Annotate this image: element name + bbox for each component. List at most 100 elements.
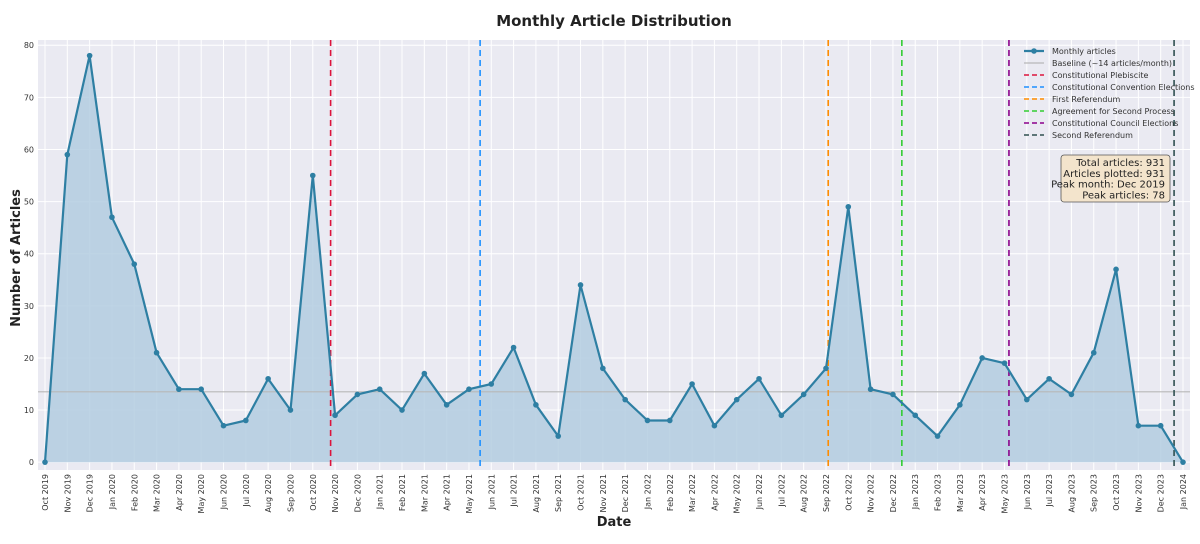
x-tick-label: Apr 2023 [978,474,987,511]
x-tick-label: Apr 2021 [443,474,452,511]
stats-line: Articles plotted: 931 [1063,169,1165,180]
data-point [823,365,829,372]
data-point [421,370,428,377]
x-tick-label: May 2022 [733,474,742,513]
data-point [287,407,294,413]
data-point [1157,422,1164,429]
data-point [176,386,182,393]
x-tick-label: Oct 2022 [844,474,853,511]
data-point [220,422,227,429]
data-point [376,386,383,393]
data-point [153,349,160,356]
legend-item: Constitutional Convention Elections [1024,83,1195,92]
x-tick-label: Aug 2022 [800,474,809,513]
legend-label: Second Referendum [1052,131,1133,140]
data-point [600,365,606,372]
data-point [466,386,472,393]
y-tick-label: 0 [29,458,34,467]
legend-item: First Referendum [1024,95,1120,104]
x-tick-label: Nov 2023 [1134,474,1143,513]
legend-item: Baseline (~14 articles/month) [1024,59,1172,68]
stats-line: Total articles: 931 [1075,158,1165,169]
data-point [1090,349,1097,356]
stats-line: Peak articles: 78 [1082,190,1165,201]
data-point [957,402,963,408]
x-tick-label: Feb 2021 [398,474,407,511]
x-tick-label: Jun 2021 [487,474,496,510]
x-tick-label: Aug 2020 [264,474,273,513]
data-point [1024,396,1030,403]
data-point [912,412,919,419]
data-point [890,391,896,398]
x-tick-label: Jan 2023 [911,474,920,510]
data-point [733,396,740,403]
y-axis-label: Number of Articles [9,189,24,327]
x-tick-label: Dec 2021 [621,474,630,512]
y-tick-label: 80 [24,41,34,50]
x-tick-label: Oct 2019 [41,474,50,511]
x-tick-label: Jan 2021 [376,474,385,510]
data-point [934,433,941,439]
x-tick-label: Apr 2022 [710,474,719,511]
data-point [309,172,316,179]
x-tick-label: Jul 2023 [1045,474,1054,508]
x-tick-label: Jan 2022 [643,474,652,510]
legend-label: Constitutional Plebiscite [1052,71,1148,80]
data-point [265,375,271,382]
data-point [666,417,673,424]
x-tick-label: Jan 2020 [108,474,117,510]
data-point [1135,422,1142,429]
y-tick-label: 70 [24,93,34,102]
x-tick-label: Mar 2021 [420,474,429,512]
x-tick-label: Nov 2020 [331,474,340,513]
data-point [42,459,48,465]
legend-label: Agreement for Second Process [1052,107,1175,116]
data-point [488,381,495,387]
x-tick-label: Jun 2022 [755,474,764,510]
data-point [800,391,807,398]
x-tick-label: Oct 2021 [577,474,586,511]
x-tick-label: Nov 2021 [599,474,608,513]
y-tick-label: 50 [24,198,34,207]
stats-line: Peak month: Dec 2019 [1051,180,1165,191]
x-tick-label: Feb 2020 [130,474,139,511]
data-point [198,386,204,393]
data-point [109,214,115,221]
x-tick-label: Mar 2020 [153,474,162,512]
x-tick-label: Jul 2020 [242,474,251,508]
y-tick-label: 40 [24,250,34,259]
legend-label: First Referendum [1052,95,1120,104]
series-points [42,52,1186,465]
data-point [756,375,762,382]
data-point [443,402,450,408]
data-point [1068,391,1075,398]
y-axis-ticks: 0 10 20 30 40 50 60 70 80 [24,41,34,467]
data-point [1001,360,1008,366]
y-tick-label: 60 [24,145,34,154]
data-point [845,203,852,210]
x-tick-label: Oct 2023 [1112,474,1121,511]
stats-box-background [1060,154,1171,203]
x-tick-label: Jun 2023 [1023,474,1032,510]
data-point [867,386,874,393]
y-tick-label: 20 [24,354,34,363]
x-tick-label: Apr 2020 [175,474,184,511]
legend-item: Monthly articles [1024,47,1116,56]
x-tick-label: Dec 2022 [889,474,898,512]
legend-marker [1031,48,1037,54]
legend-label: Constitutional Council Elections [1052,119,1178,128]
legend-label: Monthly articles [1052,47,1116,56]
data-point [533,402,539,408]
data-point [644,417,651,424]
data-point [354,391,361,398]
y-tick-label: 10 [24,406,34,415]
data-point [577,282,584,288]
x-tick-label: Oct 2020 [309,474,318,511]
x-tick-label: Jan 2024 [1179,474,1188,510]
series-line [43,54,1184,463]
x-tick-label: Feb 2022 [666,474,675,511]
data-point [131,261,138,267]
x-tick-label: Aug 2021 [532,474,541,513]
data-point [1180,459,1186,465]
